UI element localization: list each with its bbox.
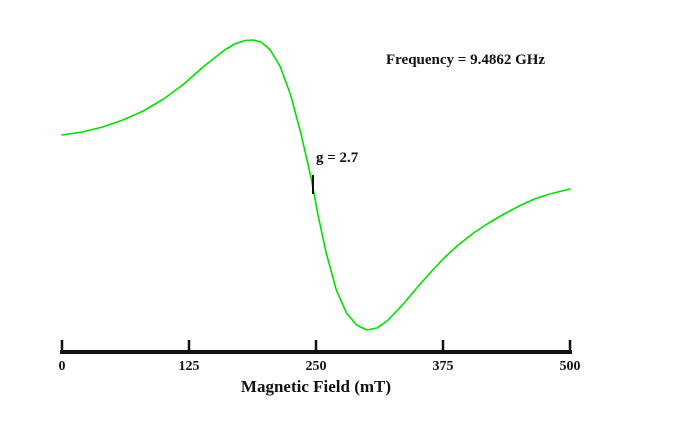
x-tick-label: 375: [433, 359, 454, 374]
x-axis-title: Magnetic Field (mT): [241, 377, 391, 396]
frequency-annotation: Frequency = 9.4862 GHz: [386, 52, 546, 68]
g-value-annotation: g = 2.7: [316, 150, 359, 166]
series-epr-first-derivative-signal: [61, 39, 571, 331]
x-tick-label: 500: [560, 359, 581, 374]
x-axis: 0 125 250 375 500: [59, 340, 581, 374]
x-tick-label: 0: [59, 359, 66, 374]
signal-curve-layer: [61, 39, 571, 331]
x-tick-label: 125: [179, 359, 200, 374]
g-value-marker: [312, 175, 314, 194]
x-tick-label: 250: [306, 359, 327, 374]
